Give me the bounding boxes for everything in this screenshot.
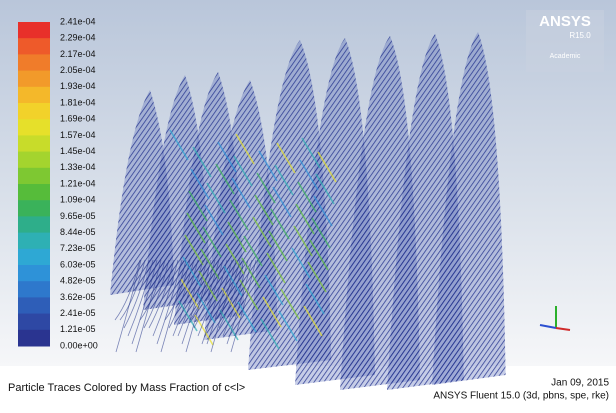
colorbar-segment [18,249,50,266]
colorbar-segment [18,152,50,169]
colorbar-segment [18,168,50,185]
caption: Particle Traces Colored by Mass Fraction… [8,382,245,394]
colorbar-label: 2.41e-04 [60,16,96,26]
colorbar-label: 1.93e-04 [60,81,96,91]
logo-name: ANSYS [539,13,591,30]
logo: ANSYS R15.0 Academic [526,10,604,72]
colorbar-label: 1.69e-04 [60,114,96,124]
colorbar-segment [18,54,50,71]
colorbar-label: 1.57e-04 [60,130,96,140]
colorbar-label: 7.23e-05 [60,243,96,253]
colorbar-segment [18,71,50,88]
colorbar-label: 0.00e+00 [60,340,98,350]
logo-release: R15.0 [569,31,591,40]
colorbar-segment [18,297,50,314]
colorbar-label: 1.21e-05 [60,324,96,334]
colorbar-label: 1.09e-04 [60,195,96,205]
colorbar-segment [18,103,50,120]
logo-edition: Academic [550,53,581,60]
colorbar-label: 3.62e-05 [60,292,96,302]
colorbar-label: 2.29e-04 [60,33,96,43]
colorbar-segment [18,119,50,136]
colorbar-segment [18,281,50,298]
date: Jan 09, 2015 [551,378,609,389]
solver-info: ANSYS Fluent 15.0 (3d, pbns, spe, rke) [433,391,609,402]
colorbar-segment [18,233,50,250]
colorbar-label: 1.21e-04 [60,178,96,188]
colorbar-label: 4.82e-05 [60,276,96,286]
colorbar-segment [18,87,50,104]
colorbar-label: 2.17e-04 [60,49,96,59]
colorbar-label: 2.41e-05 [60,308,96,318]
colorbar-segment [18,330,50,347]
colorbar-segment [18,265,50,282]
colorbar-segment [18,184,50,201]
colorbar-segment [18,38,50,55]
colorbar-segment [18,22,50,39]
colorbar-segment [18,135,50,152]
colorbar-label: 1.45e-04 [60,146,96,156]
colorbar-label: 1.81e-04 [60,97,96,107]
colorbar-segment [18,200,50,217]
colorbar-label: 8.44e-05 [60,227,96,237]
colorbar-label: 9.65e-05 [60,211,96,221]
colorbar-segment [18,314,50,331]
colorbar-segment [18,216,50,233]
colorbar-label: 6.03e-05 [60,259,96,269]
fluent-view: 2.41e-04 2.29e-04 2.17e-04 2.05e-04 1.93e-04… [0,0,616,408]
colorbar-label: 2.05e-04 [60,65,96,75]
colorbar-label: 1.33e-04 [60,162,96,172]
